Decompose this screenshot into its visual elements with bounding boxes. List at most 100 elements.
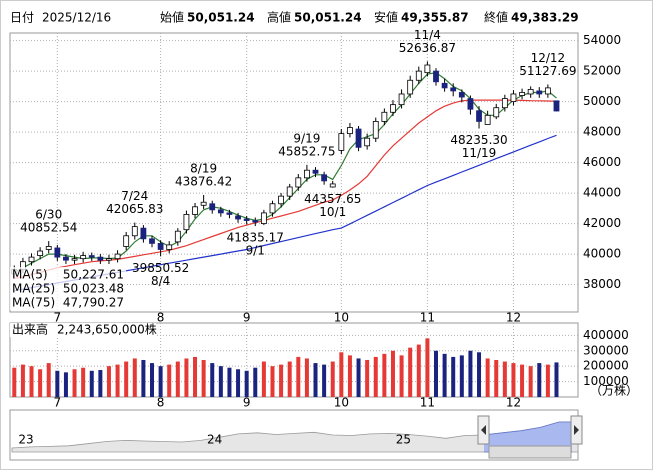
volume-bar bbox=[347, 355, 352, 397]
candle-body bbox=[424, 64, 431, 74]
candle-body bbox=[243, 218, 250, 221]
y-tick-label: 54000 bbox=[583, 33, 621, 47]
volume-bar bbox=[210, 363, 215, 397]
candle-body bbox=[527, 89, 534, 95]
volume-bar bbox=[218, 366, 223, 397]
volume-bar bbox=[115, 364, 120, 397]
navigator-scrollbar[interactable] bbox=[488, 445, 572, 459]
candle-body bbox=[372, 121, 379, 139]
volume-bar bbox=[511, 363, 516, 397]
candle-body bbox=[381, 111, 388, 122]
annotation-date: 8/4 bbox=[151, 274, 170, 288]
volume-bar bbox=[330, 361, 335, 397]
moving-average-line bbox=[14, 71, 557, 273]
candle-body bbox=[321, 174, 328, 182]
y-tick-label: 44000 bbox=[583, 186, 621, 200]
candle-body bbox=[260, 212, 267, 224]
candle-body bbox=[217, 209, 224, 214]
volume-bar bbox=[279, 364, 284, 397]
navigator-handle[interactable] bbox=[570, 415, 583, 445]
candle-body bbox=[192, 206, 198, 215]
volume-bar bbox=[132, 358, 137, 397]
volume-bar bbox=[63, 372, 68, 397]
volume-bar bbox=[184, 358, 189, 397]
volume-bar bbox=[141, 360, 146, 397]
field-value: 49,355.87 bbox=[401, 11, 469, 25]
navigator-handle[interactable] bbox=[477, 415, 490, 445]
price-panel bbox=[9, 32, 579, 313]
annotation-value: 39850.52 bbox=[132, 261, 189, 275]
y-tick-label: 46000 bbox=[583, 155, 621, 169]
field-value: 50,051.24 bbox=[187, 11, 255, 25]
candle-body bbox=[544, 87, 551, 95]
candle-body bbox=[501, 98, 508, 109]
annotation-value: 45852.75 bbox=[278, 144, 335, 158]
annotation-value: 40852.54 bbox=[20, 221, 77, 235]
candle-body bbox=[269, 203, 276, 214]
y-tick-label: 38000 bbox=[583, 277, 621, 291]
candle-body bbox=[286, 186, 293, 197]
candle-body bbox=[278, 195, 284, 205]
annotation-value: 41835.17 bbox=[227, 231, 284, 245]
x-tick-label: 7 bbox=[54, 396, 62, 410]
candle-body bbox=[390, 104, 396, 113]
candle-body bbox=[63, 256, 69, 261]
volume-bar bbox=[382, 353, 387, 397]
x-tick-label: 7 bbox=[54, 311, 62, 325]
navigator-label: 25 bbox=[396, 433, 411, 447]
y-tick-label: 42000 bbox=[583, 216, 621, 230]
volume-bar bbox=[72, 369, 77, 397]
candle-body bbox=[114, 253, 121, 260]
candle-body bbox=[407, 79, 414, 95]
volume-bar bbox=[434, 350, 438, 397]
volume-bar bbox=[193, 356, 198, 397]
volume-bar bbox=[425, 338, 430, 397]
candle-body bbox=[347, 127, 353, 135]
candle-body bbox=[484, 114, 491, 125]
annotation-value: 51127.69 bbox=[519, 64, 576, 78]
volume-bar bbox=[81, 367, 86, 397]
volume-bar bbox=[29, 366, 34, 397]
volume-bar bbox=[12, 367, 17, 397]
legend-box bbox=[10, 267, 126, 310]
handle-arrow bbox=[481, 425, 486, 435]
annotation-date: 10/1 bbox=[319, 205, 346, 219]
volume-bar bbox=[468, 350, 473, 397]
annotation-value: 48235.30 bbox=[450, 133, 507, 147]
candle-body bbox=[28, 256, 35, 263]
volume-tick-label: 200000 bbox=[583, 359, 629, 373]
volume-bar bbox=[89, 370, 94, 397]
candle-body bbox=[80, 255, 87, 260]
legend-name: MA(25) bbox=[12, 282, 55, 296]
candle-body bbox=[123, 235, 130, 247]
candle-body bbox=[37, 250, 44, 256]
annotation-value: 52636.87 bbox=[399, 41, 456, 55]
candle-body bbox=[183, 214, 190, 231]
volume-bar bbox=[20, 364, 25, 397]
navigator-label: 23 bbox=[18, 433, 33, 447]
volume-bar bbox=[167, 364, 172, 397]
candle-body bbox=[140, 227, 147, 240]
candle-body bbox=[149, 238, 155, 244]
y-tick-label: 50000 bbox=[583, 94, 621, 108]
annotation-date: 12/12 bbox=[531, 51, 566, 65]
volume-bar bbox=[98, 370, 103, 397]
volume-bar bbox=[201, 360, 206, 397]
annotation-date: 9/1 bbox=[246, 244, 265, 258]
volume-bar bbox=[150, 363, 154, 397]
x-tick-label: 11 bbox=[420, 311, 435, 325]
volume-bar bbox=[416, 344, 421, 397]
candle-body bbox=[295, 177, 302, 188]
x-tick-label: 8 bbox=[157, 396, 165, 410]
volume-tick-label: 100000 bbox=[583, 374, 629, 388]
volume-bar bbox=[304, 358, 309, 397]
field-value: 50,051.24 bbox=[294, 11, 362, 25]
candle-body bbox=[510, 93, 517, 103]
candle-body bbox=[433, 70, 439, 83]
x-tick-label: 8 bbox=[157, 311, 165, 325]
volume-bar bbox=[408, 347, 413, 397]
annotation-value: 43876.42 bbox=[175, 174, 232, 188]
y-tick-label: 52000 bbox=[583, 64, 621, 78]
volume-bar bbox=[537, 363, 542, 397]
x-tick-label: 12 bbox=[506, 311, 521, 325]
